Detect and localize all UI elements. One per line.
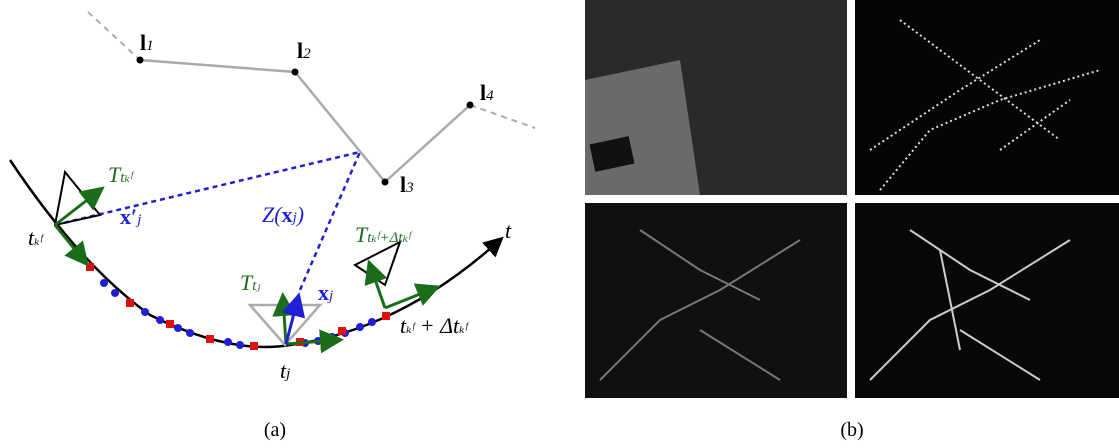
label-part: tₖᶠ [120, 170, 135, 186]
math-label: Ttₖᶠ [108, 162, 135, 187]
label-part: tⱼ [252, 278, 260, 294]
label-part: ) [295, 202, 304, 227]
image-reconstruction [855, 203, 1119, 398]
label-part: 2 [303, 46, 311, 62]
math-label: tj [280, 358, 290, 383]
label-part: x [282, 202, 293, 227]
math-label: x′j [120, 204, 141, 229]
panel-b [585, 0, 1119, 398]
math-label: Ttⱼ [240, 270, 260, 295]
label-part: Z( [262, 202, 283, 227]
label-part: 4 [486, 88, 494, 104]
image-events [855, 0, 1119, 195]
label-part: tₖᶠ+Δtₖᶠ [367, 230, 413, 246]
label-part: x′ [120, 204, 137, 229]
panel-a [10, 12, 535, 350]
math-label: l3 [400, 172, 414, 197]
projection-dash [55, 152, 360, 290]
math-label: xj [318, 280, 333, 305]
math-label: t [505, 218, 512, 243]
label-part: t [505, 218, 512, 243]
event-dots [100, 279, 376, 349]
label-part: ₖᶠ [34, 233, 44, 249]
label-part: x [318, 280, 329, 305]
landmark-line [140, 60, 470, 182]
landmark-dash [88, 12, 535, 128]
label-part: + Δt [414, 313, 460, 338]
math-label: tₖᶠ + Δtₖᶠ [400, 313, 470, 338]
math-label: tₖᶠ [28, 225, 45, 250]
image-detail [585, 60, 700, 195]
math-label: l4 [480, 80, 494, 105]
caption: (b) [840, 419, 863, 441]
image-gradient [585, 203, 847, 398]
label-part: 1 [146, 38, 154, 54]
math-label: Z(xj) [262, 202, 304, 227]
math-label: Ttₖᶠ+Δtₖᶠ [355, 222, 413, 247]
figure: l1 l2 l3 l4 Ttₖᶠ x′j Z(xj) t Ttₖᶠ+Δtₖᶠ Ttⱼ xj tₖᶠ +… [0, 0, 1119, 448]
math-label: l2 [297, 38, 311, 63]
camera [355, 242, 400, 285]
label-part: ₖᶠ [459, 321, 469, 337]
label-part: 3 [405, 180, 414, 196]
caption: (a) [264, 419, 286, 441]
math-label: l1 [140, 30, 154, 55]
camera [55, 172, 100, 225]
